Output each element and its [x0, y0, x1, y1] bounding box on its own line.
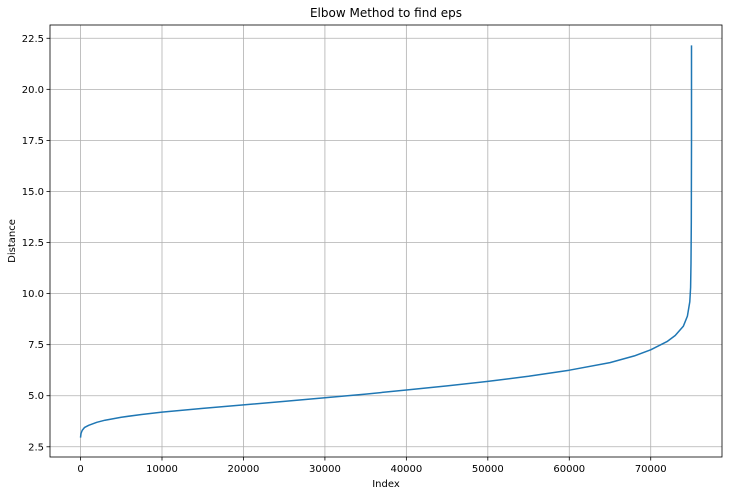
- y-axis-title: Distance: [7, 219, 18, 263]
- y-tick-label: 10.0: [22, 289, 44, 300]
- x-axis: 0 10000 20000 30000 40000 50000 60000 70000: [77, 457, 667, 475]
- y-tick-label: 2.5: [28, 442, 44, 453]
- x-axis-title: Index: [372, 479, 400, 490]
- y-axis: 2.5 5.0 7.5 10.0 12.5 15.0 17.5 20.0 22.5: [22, 34, 50, 453]
- plot-frame: [49, 24, 723, 458]
- grid: [50, 25, 722, 457]
- y-tick-label: 7.5: [28, 340, 44, 351]
- x-tick-label: 30000: [309, 464, 341, 475]
- x-tick-label: 0: [77, 464, 83, 475]
- x-tick-label: 70000: [635, 464, 667, 475]
- y-tick-label: 5.0: [28, 391, 44, 402]
- y-tick-label: 12.5: [22, 238, 44, 249]
- y-tick-label: 22.5: [22, 34, 44, 45]
- y-tick-label: 17.5: [22, 136, 44, 147]
- y-tick-label: 15.0: [22, 187, 44, 198]
- y-tick-label: 20.0: [22, 85, 44, 96]
- chart-title: Elbow Method to find eps: [310, 6, 462, 20]
- x-tick-label: 20000: [228, 464, 260, 475]
- x-tick-label: 40000: [390, 464, 422, 475]
- x-tick-label: 60000: [553, 464, 585, 475]
- x-tick-label: 10000: [146, 464, 178, 475]
- series-layer: [79, 45, 693, 438]
- x-tick-label: 50000: [472, 464, 504, 475]
- series-line: [79, 45, 693, 438]
